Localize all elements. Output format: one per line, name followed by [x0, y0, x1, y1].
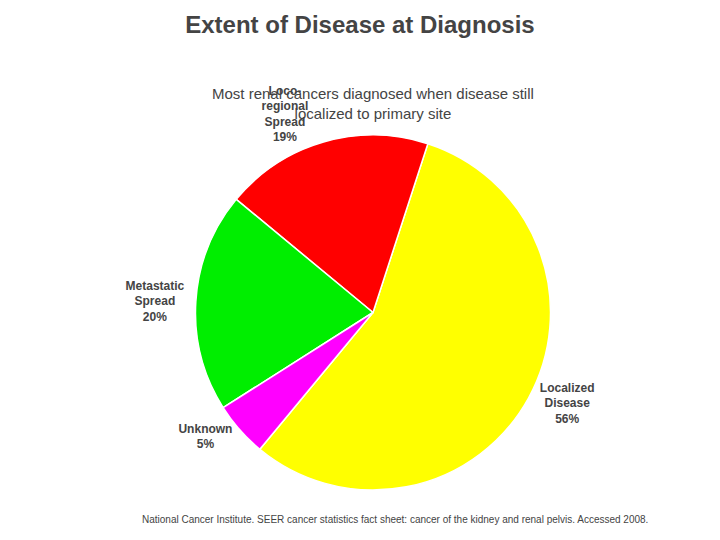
- svg-text:MetastaticSpread20%: MetastaticSpread20%: [126, 279, 185, 324]
- svg-text:Extent of Disease at Diagnosis: Extent of Disease at Diagnosis: [185, 11, 534, 38]
- svg-text:Unknown5%: Unknown5%: [178, 422, 232, 452]
- svg-text:National Cancer Institute. SEE: National Cancer Institute. SEER cancer s…: [142, 514, 648, 525]
- svg-text:LocalizedDisease56%: LocalizedDisease56%: [540, 381, 595, 426]
- svg-text:Most renal cancers diagnosed w: Most renal cancers diagnosed when diseas…: [212, 85, 534, 122]
- svg-text:Loco-regionalSpread19%: Loco-regionalSpread19%: [262, 84, 309, 145]
